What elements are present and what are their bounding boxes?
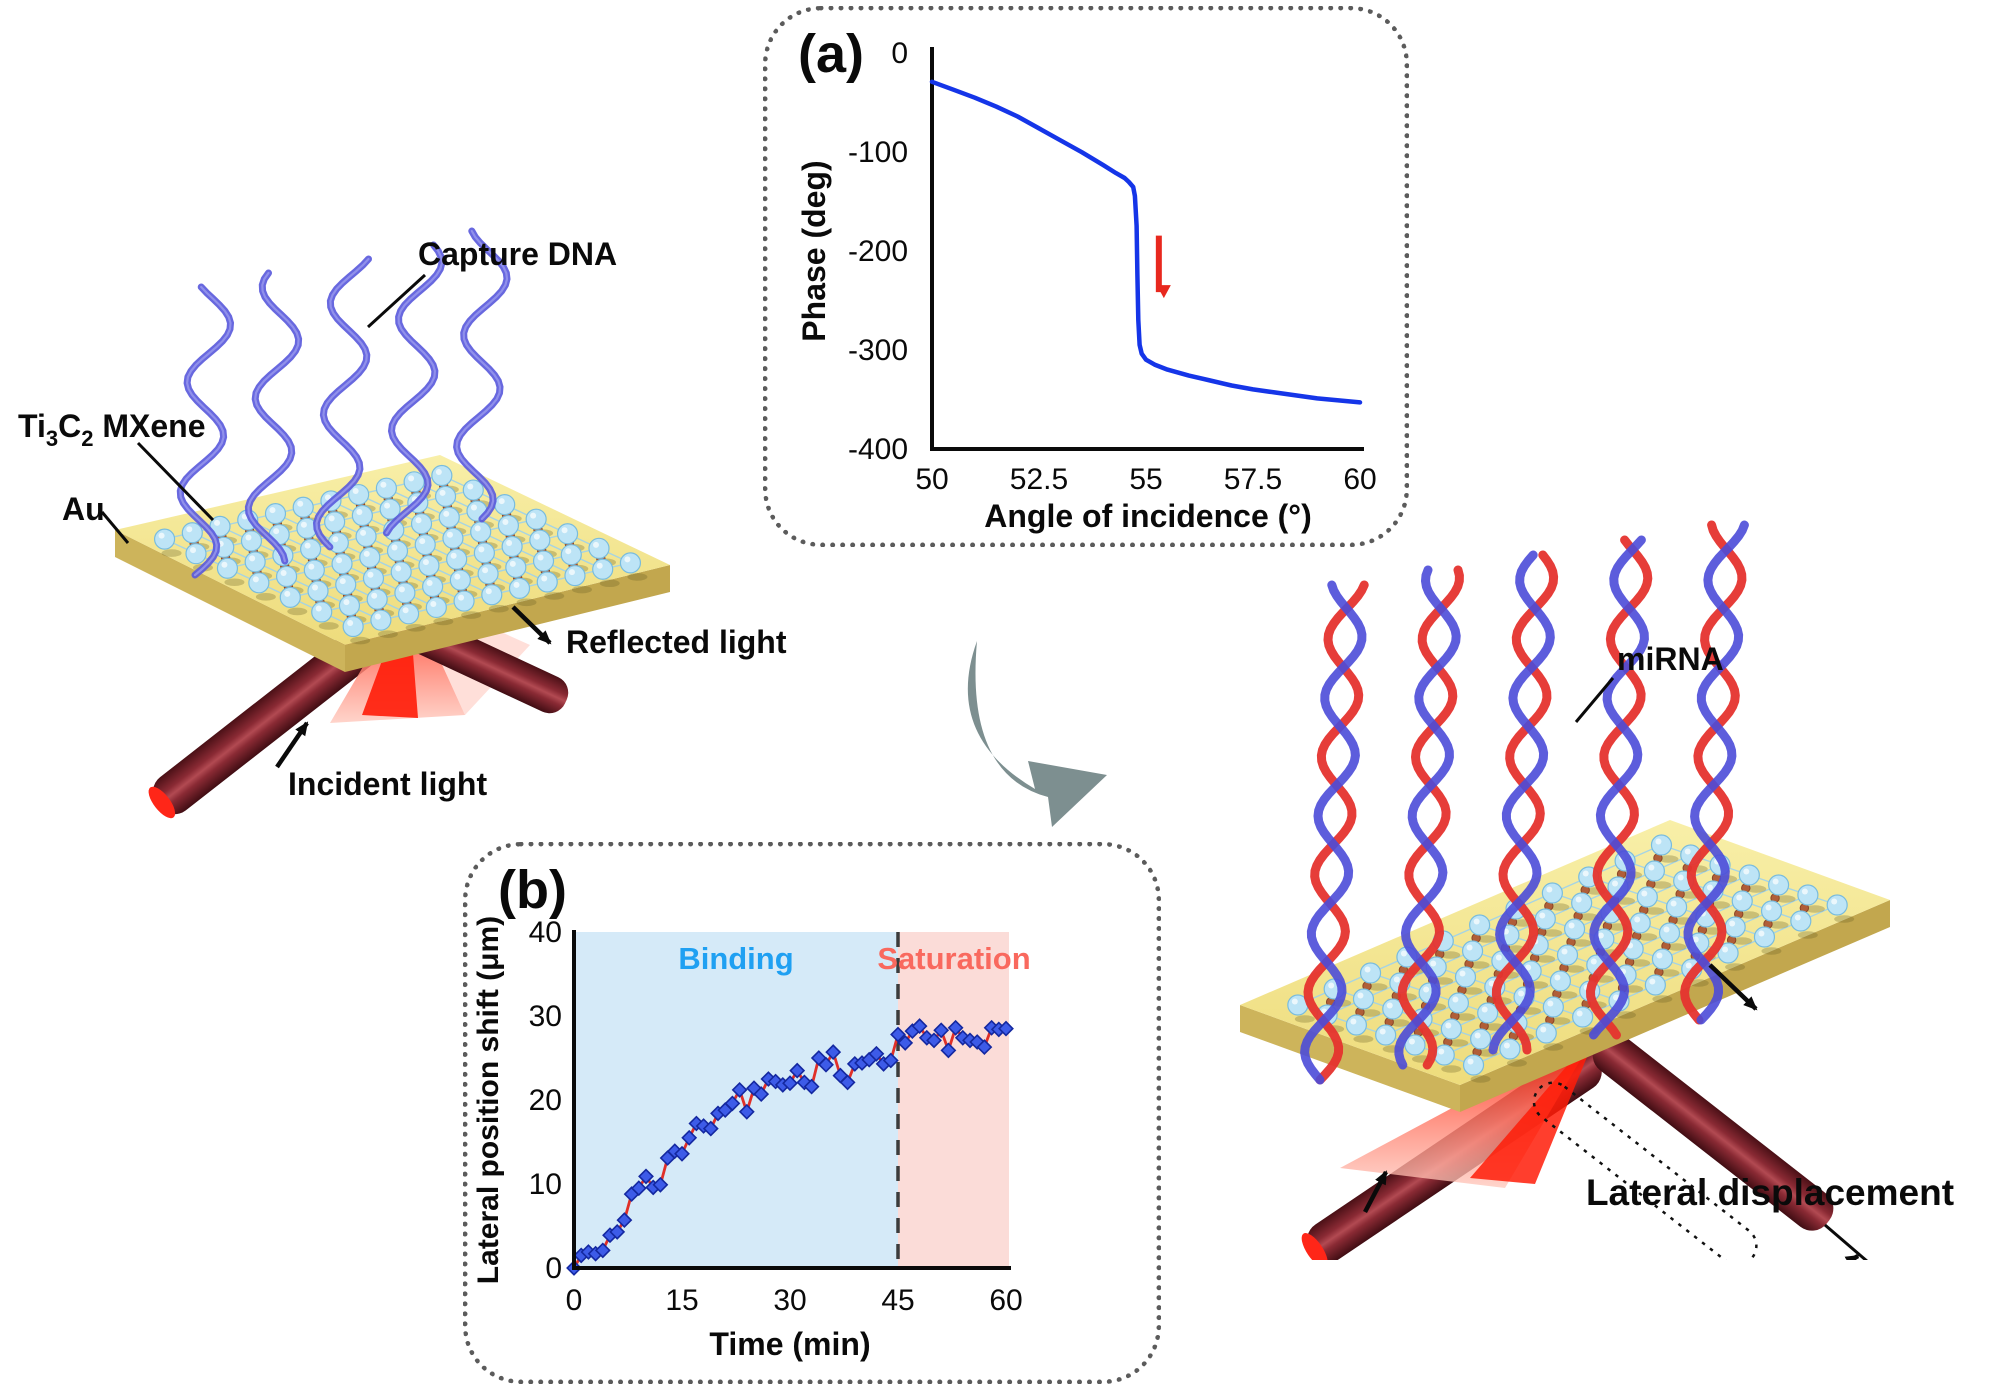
reflected-light-arrow-icon <box>511 605 552 645</box>
panel-a-ylabel: Phase (deg) <box>796 160 832 341</box>
incident-light-arrow-icon <box>275 721 309 769</box>
mxene-leader <box>136 441 215 522</box>
capture-dna-label: Capture DNA <box>418 236 617 272</box>
xtick: 60 <box>1343 463 1376 496</box>
phase-curve <box>929 79 1363 405</box>
ytick: 20 <box>529 1084 562 1117</box>
xtick: 30 <box>773 1284 806 1317</box>
xtick: 57.5 <box>1224 463 1282 496</box>
phase-angle-chart: 0 -100 -200 -300 -400 50 52.5 55 57.5 60… <box>796 37 1377 534</box>
panel-b-xlabel: Time (min) <box>709 1326 870 1362</box>
mxene-lattice <box>153 464 648 645</box>
ytick: 0 <box>545 1252 562 1285</box>
panel-b-axes <box>572 930 1011 1270</box>
lateral-displacement-label: Lateral displacement <box>1586 1172 1954 1213</box>
panel-a-xlabel: Angle of incidence (°) <box>984 498 1311 534</box>
reflected-beam <box>1592 1033 1834 1231</box>
curved-arrow-shape <box>967 641 1107 827</box>
ytick: 40 <box>529 916 562 949</box>
au-label: Au <box>62 491 105 527</box>
phantom-beam-outline <box>1532 1081 1758 1260</box>
capture-dna-leader <box>366 273 427 329</box>
mxene-label-sub1: 3 <box>46 426 58 451</box>
mxene-label-sub2: 2 <box>81 426 93 451</box>
ytick: 10 <box>529 1168 562 1201</box>
capture-dna-sensor-illustration: Capture DNA Ti3C2 MXene Au Reflected lig… <box>18 227 787 819</box>
panel-b-box: (b) Binding Saturation 0 10 20 30 40 0 1… <box>463 842 1161 1384</box>
panel-a-yticks: 0 -100 -200 -300 -400 <box>848 37 908 466</box>
ytick: 0 <box>891 37 908 70</box>
ytick: 30 <box>529 1000 562 1033</box>
mirna-leader <box>1574 677 1615 723</box>
displacement-tick <box>1824 1223 1868 1260</box>
mirna-label: miRNA <box>1617 641 1724 677</box>
panel-a-axes <box>930 47 1364 451</box>
xtick: 50 <box>915 463 948 496</box>
ytick: -200 <box>848 235 908 268</box>
reflected-light-label: Reflected light <box>566 624 787 660</box>
saturation-region <box>898 932 1009 1268</box>
panel-a-tag: (a) <box>798 24 864 84</box>
ytick: -100 <box>848 136 908 169</box>
mxene-label-pre: Ti <box>18 408 46 444</box>
au-leader <box>100 511 130 544</box>
lateral-displacement-annotation <box>1790 1223 1868 1260</box>
xtick: 45 <box>881 1284 914 1317</box>
ytick: -300 <box>848 334 908 367</box>
xtick: 0 <box>566 1284 583 1317</box>
transition-arrow-icon <box>967 641 1107 827</box>
mirna-helices <box>1300 520 1749 1085</box>
panel-b-xticks: 0 15 30 45 60 <box>566 1284 1023 1317</box>
mirna-bound-sensor-illustration: miRNA Lateral displacement <box>1240 520 1954 1260</box>
mxene-label-mid: C <box>58 408 81 444</box>
mxene-label-post: MXene <box>93 408 205 444</box>
panel-a-xticks: 50 52.5 55 57.5 60 <box>915 463 1376 496</box>
saturation-label: Saturation <box>877 941 1030 976</box>
ytick: -400 <box>848 433 908 466</box>
reflected-direction-arrow-icon <box>1708 963 1758 1011</box>
mxene-label: Ti3C2 MXene <box>18 408 206 451</box>
xtick: 52.5 <box>1010 463 1068 496</box>
xtick: 55 <box>1129 463 1162 496</box>
panel-b-tag: (b) <box>498 860 567 920</box>
panel-a-box: (a) 0 -100 -200 -300 -400 50 52.5 55 57.… <box>763 6 1409 547</box>
xtick: 60 <box>989 1284 1022 1317</box>
incident-direction-arrow-icon <box>1363 1170 1388 1214</box>
displacement-double-arrow-icon <box>1790 1254 1860 1260</box>
xtick: 15 <box>665 1284 698 1317</box>
incident-light-label: Incident light <box>288 766 487 802</box>
panel-b-ylabel: Lateral position shift (μm) <box>472 916 505 1284</box>
shift-markers <box>566 1018 1014 1276</box>
capture-dna-strands <box>176 227 511 579</box>
panel-b-yticks: 0 10 20 30 40 <box>529 916 562 1285</box>
binding-kinetics-chart: Binding Saturation 0 10 20 30 40 0 15 30… <box>472 916 1031 1362</box>
binding-label: Binding <box>678 941 793 976</box>
